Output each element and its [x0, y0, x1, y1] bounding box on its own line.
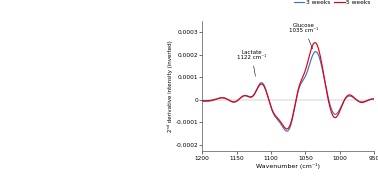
5 weeks [285, 128, 289, 130]
5 weeks [197, 99, 201, 102]
3 weeks [208, 100, 212, 102]
Y-axis label: 2ⁿᵈ derivative intensity (inverted): 2ⁿᵈ derivative intensity (inverted) [167, 40, 172, 132]
3 weeks [351, 96, 356, 99]
5 weeks [351, 96, 356, 98]
3 weeks [305, 70, 310, 72]
5 weeks [301, 76, 305, 78]
5 weeks [333, 117, 337, 119]
3 weeks [311, 54, 315, 56]
3 weeks [313, 51, 318, 53]
3 weeks [333, 113, 337, 115]
3 weeks [285, 130, 289, 132]
3 weeks [301, 80, 305, 82]
5 weeks [313, 42, 317, 44]
5 weeks [208, 99, 212, 102]
Text: Lactate
1122 cm⁻¹: Lactate 1122 cm⁻¹ [237, 50, 266, 76]
X-axis label: Wavenumber (cm⁻¹): Wavenumber (cm⁻¹) [256, 163, 320, 169]
Text: Glucose
1035 cm⁻¹: Glucose 1035 cm⁻¹ [290, 23, 319, 49]
Legend: 3 weeks, 5 weeks: 3 weeks, 5 weeks [291, 0, 373, 8]
Line: 5 weeks: 5 weeks [199, 43, 378, 129]
Line: 3 weeks: 3 weeks [199, 52, 378, 131]
5 weeks [305, 62, 310, 64]
3 weeks [375, 98, 378, 100]
5 weeks [375, 98, 378, 100]
5 weeks [311, 43, 315, 46]
3 weeks [197, 100, 201, 102]
